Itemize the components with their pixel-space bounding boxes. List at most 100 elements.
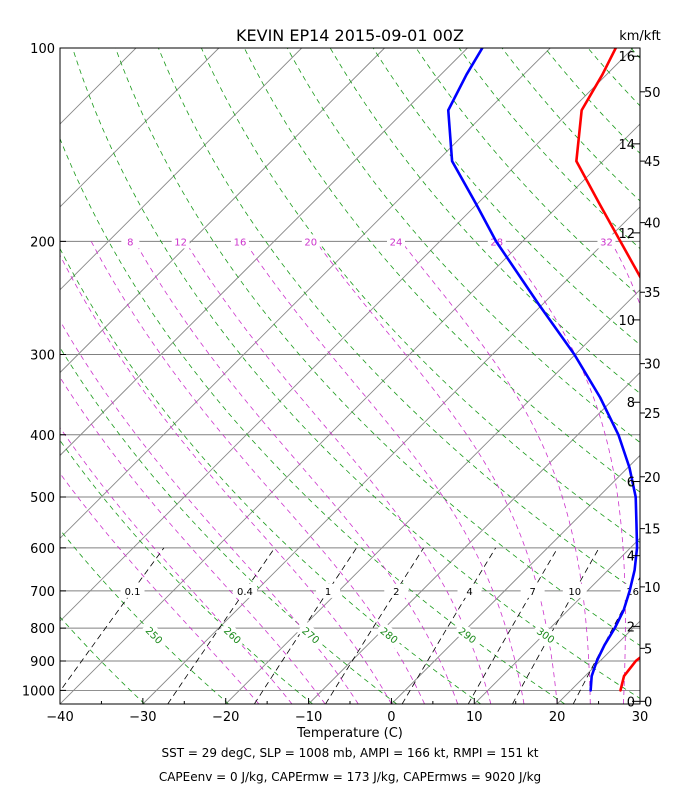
mixing-ratio-label: 0.4 [237,587,253,598]
mixing-ratio-line [167,547,276,704]
x-tick-label: −10 [295,710,322,725]
sounding-series [446,48,640,692]
mixing-ratio-lines [60,547,640,704]
x-tick-label: 20 [549,710,566,725]
moist-adiabat-line [60,320,359,704]
mixing-ratio-label: 0.1 [125,587,141,598]
dry-adiabat-line [158,48,640,595]
dry-adiabat-line [372,48,640,346]
x-tick-label: −30 [129,710,156,725]
mixing-ratio-label: 2 [393,587,399,598]
kft-tick-label: 5 [644,642,652,657]
pressure-tick-label: 1000 [22,684,55,699]
dry-adiabat-line [286,48,640,443]
dewpoint-line [446,48,639,692]
kft-tick-label: 25 [644,407,661,422]
mixing-ratio-label-bg [316,583,341,598]
mixing-ratio-line [512,547,600,704]
moist-adiabat-label: 8 [127,237,133,248]
mixing-ratio-label: 7 [529,587,535,598]
mixing-ratio-line [60,547,165,692]
mixing-ratio-line [325,547,424,704]
km-tick-label: 14 [618,138,635,153]
temperature-line [575,48,640,692]
dry-adiabat-label-bg [296,621,326,649]
x-tick-label: −20 [212,710,239,725]
kft-tick-label: 35 [644,286,661,301]
moist-adiabat-line [242,238,525,704]
pressure-tick-label: 600 [30,542,55,557]
height-units-label: km/kft [619,29,661,44]
kft-tick-label: 45 [644,155,661,170]
moist-adiabat-line [60,426,293,704]
dry-adiabats [60,48,640,704]
moist-adiabat-label: 32 [600,237,613,248]
pressure-tick-label: 200 [30,235,55,250]
kft-tick-label: 50 [644,86,661,101]
isotherm-line [60,48,385,374]
dry-adiabat-line [201,48,640,543]
moist-adiabats [60,238,640,704]
dry-adiabat-label-bg [374,621,404,649]
isotherm-line [60,48,468,457]
mixing-ratio-label: 4 [466,587,472,598]
isotherm-line [60,48,551,539]
moist-adiabat-line [60,472,260,704]
footer-line-1: SST = 29 degC, SLP = 1008 mb, AMPI = 166… [161,746,538,760]
mixing-ratio-label: 16 [626,587,639,598]
x-axis-label: Temperature (C) [296,726,403,741]
mixing-ratio-label: 1 [325,587,331,598]
pressure-tick-label: 900 [30,655,55,670]
dry-adiabat-line [72,48,640,699]
axes: −40 −30 −20 −10 0 10 20 30 100 200 300 400 500 600 7 0 0… [22,42,661,725]
moist-adiabat-label-bg [230,234,249,249]
moist-adiabat-line [398,238,591,704]
moist-adiabat-label-bg [171,234,190,249]
kft-tick-label: 20 [644,471,661,486]
isotherm-line [60,48,634,622]
x-tick-label: 10 [466,710,483,725]
dry-adiabat-line [60,247,481,704]
mixing-ratio-label-bg [562,583,587,598]
dry-adiabat-label-bg [531,621,561,649]
chart-title: KEVIN EP14 2015-09-01 00Z [236,26,464,45]
pressure-tick-label: 800 [30,622,55,637]
mixing-ratio-label: 10 [568,587,581,598]
moist-adiabat-label: 12 [174,237,187,248]
moist-adiabat-line [132,238,459,704]
mixing-ratio-line [467,547,559,704]
x-tick-label: 30 [632,710,649,725]
km-tick-label: 16 [618,50,635,65]
footer-line-2: CAPEenv = 0 J/kg, CAPErmw = 173 J/kg, CA… [159,770,541,784]
km-tick-label: 2 [627,620,635,635]
isotherm-line [308,371,640,704]
pressure-tick-label: 100 [30,42,55,57]
moist-adiabat-line [89,238,425,704]
pressure-tick-label: 400 [30,429,55,444]
moist-adiabat-label-bg [121,234,140,249]
x-tick-label: −40 [46,710,73,725]
kft-tick-label: 10 [644,581,661,596]
pressure-tick-label: 500 [30,491,55,506]
isotherm-line [391,454,640,704]
moist-adiabat-label: 20 [304,237,317,248]
kft-tick-label: 40 [644,217,661,232]
mixing-ratio-label-bg [457,583,482,598]
mixing-ratio-label-bg [232,583,257,598]
moist-adiabat-line [60,254,392,704]
pressure-tick-label: 300 [30,348,55,363]
isotherm-line [60,123,640,704]
kft-tick-label: 15 [644,523,661,538]
dry-adiabat-line [458,48,640,250]
moist-adiabat-line [313,238,558,704]
moist-adiabat-label-bg [301,234,320,249]
mixing-ratio-label-bg [120,583,145,598]
kft-tick-label: 0 [644,695,652,710]
dry-adiabat-line [329,48,640,394]
dry-adiabat-line [60,346,397,704]
moist-adiabat-label-bg [387,234,406,249]
x-tick-label: 0 [387,710,395,725]
